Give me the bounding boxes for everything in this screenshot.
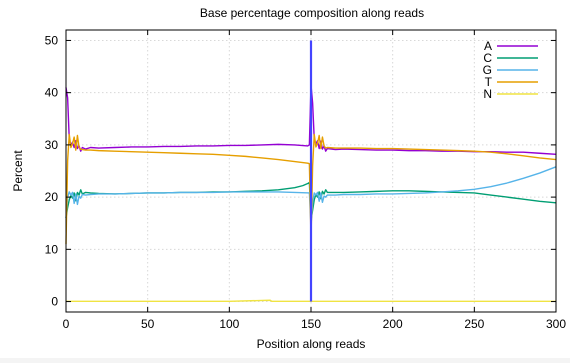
y-tick-label: 30 [45, 138, 59, 152]
legend-label-N: N [483, 87, 492, 101]
y-tick-label: 20 [45, 190, 59, 204]
chart-title: Base percentage composition along reads [200, 6, 424, 20]
y-tick-label: 10 [45, 242, 59, 256]
x-tick-label: 0 [63, 317, 70, 331]
legend-label-G: G [483, 63, 492, 77]
x-axis-label: Position along reads [257, 337, 366, 351]
series-line-N [66, 299, 556, 302]
series-line-A [65, 84, 557, 155]
series-layer [65, 84, 557, 302]
y-axis-label: Percent [11, 150, 25, 192]
x-tick-label: 50 [141, 317, 155, 331]
x-tick-label: 150 [301, 317, 321, 331]
x-tick-label: 200 [383, 317, 403, 331]
x-tick-label: 100 [219, 317, 239, 331]
series-line-C [65, 181, 557, 222]
y-tick-label: 0 [51, 295, 58, 309]
legend-label-C: C [483, 51, 492, 65]
y-tick-label: 50 [45, 33, 59, 47]
legend-label-T: T [485, 75, 493, 89]
x-tick-label: 250 [464, 317, 484, 331]
y-tick-label: 40 [45, 86, 59, 100]
tick-layer: 0 50 100 150 200 250 300 0 10 20 30 40 50 [45, 30, 566, 331]
legend-label-A: A [484, 39, 492, 53]
series-line-T [65, 133, 557, 245]
x-tick-label: 300 [546, 317, 566, 331]
